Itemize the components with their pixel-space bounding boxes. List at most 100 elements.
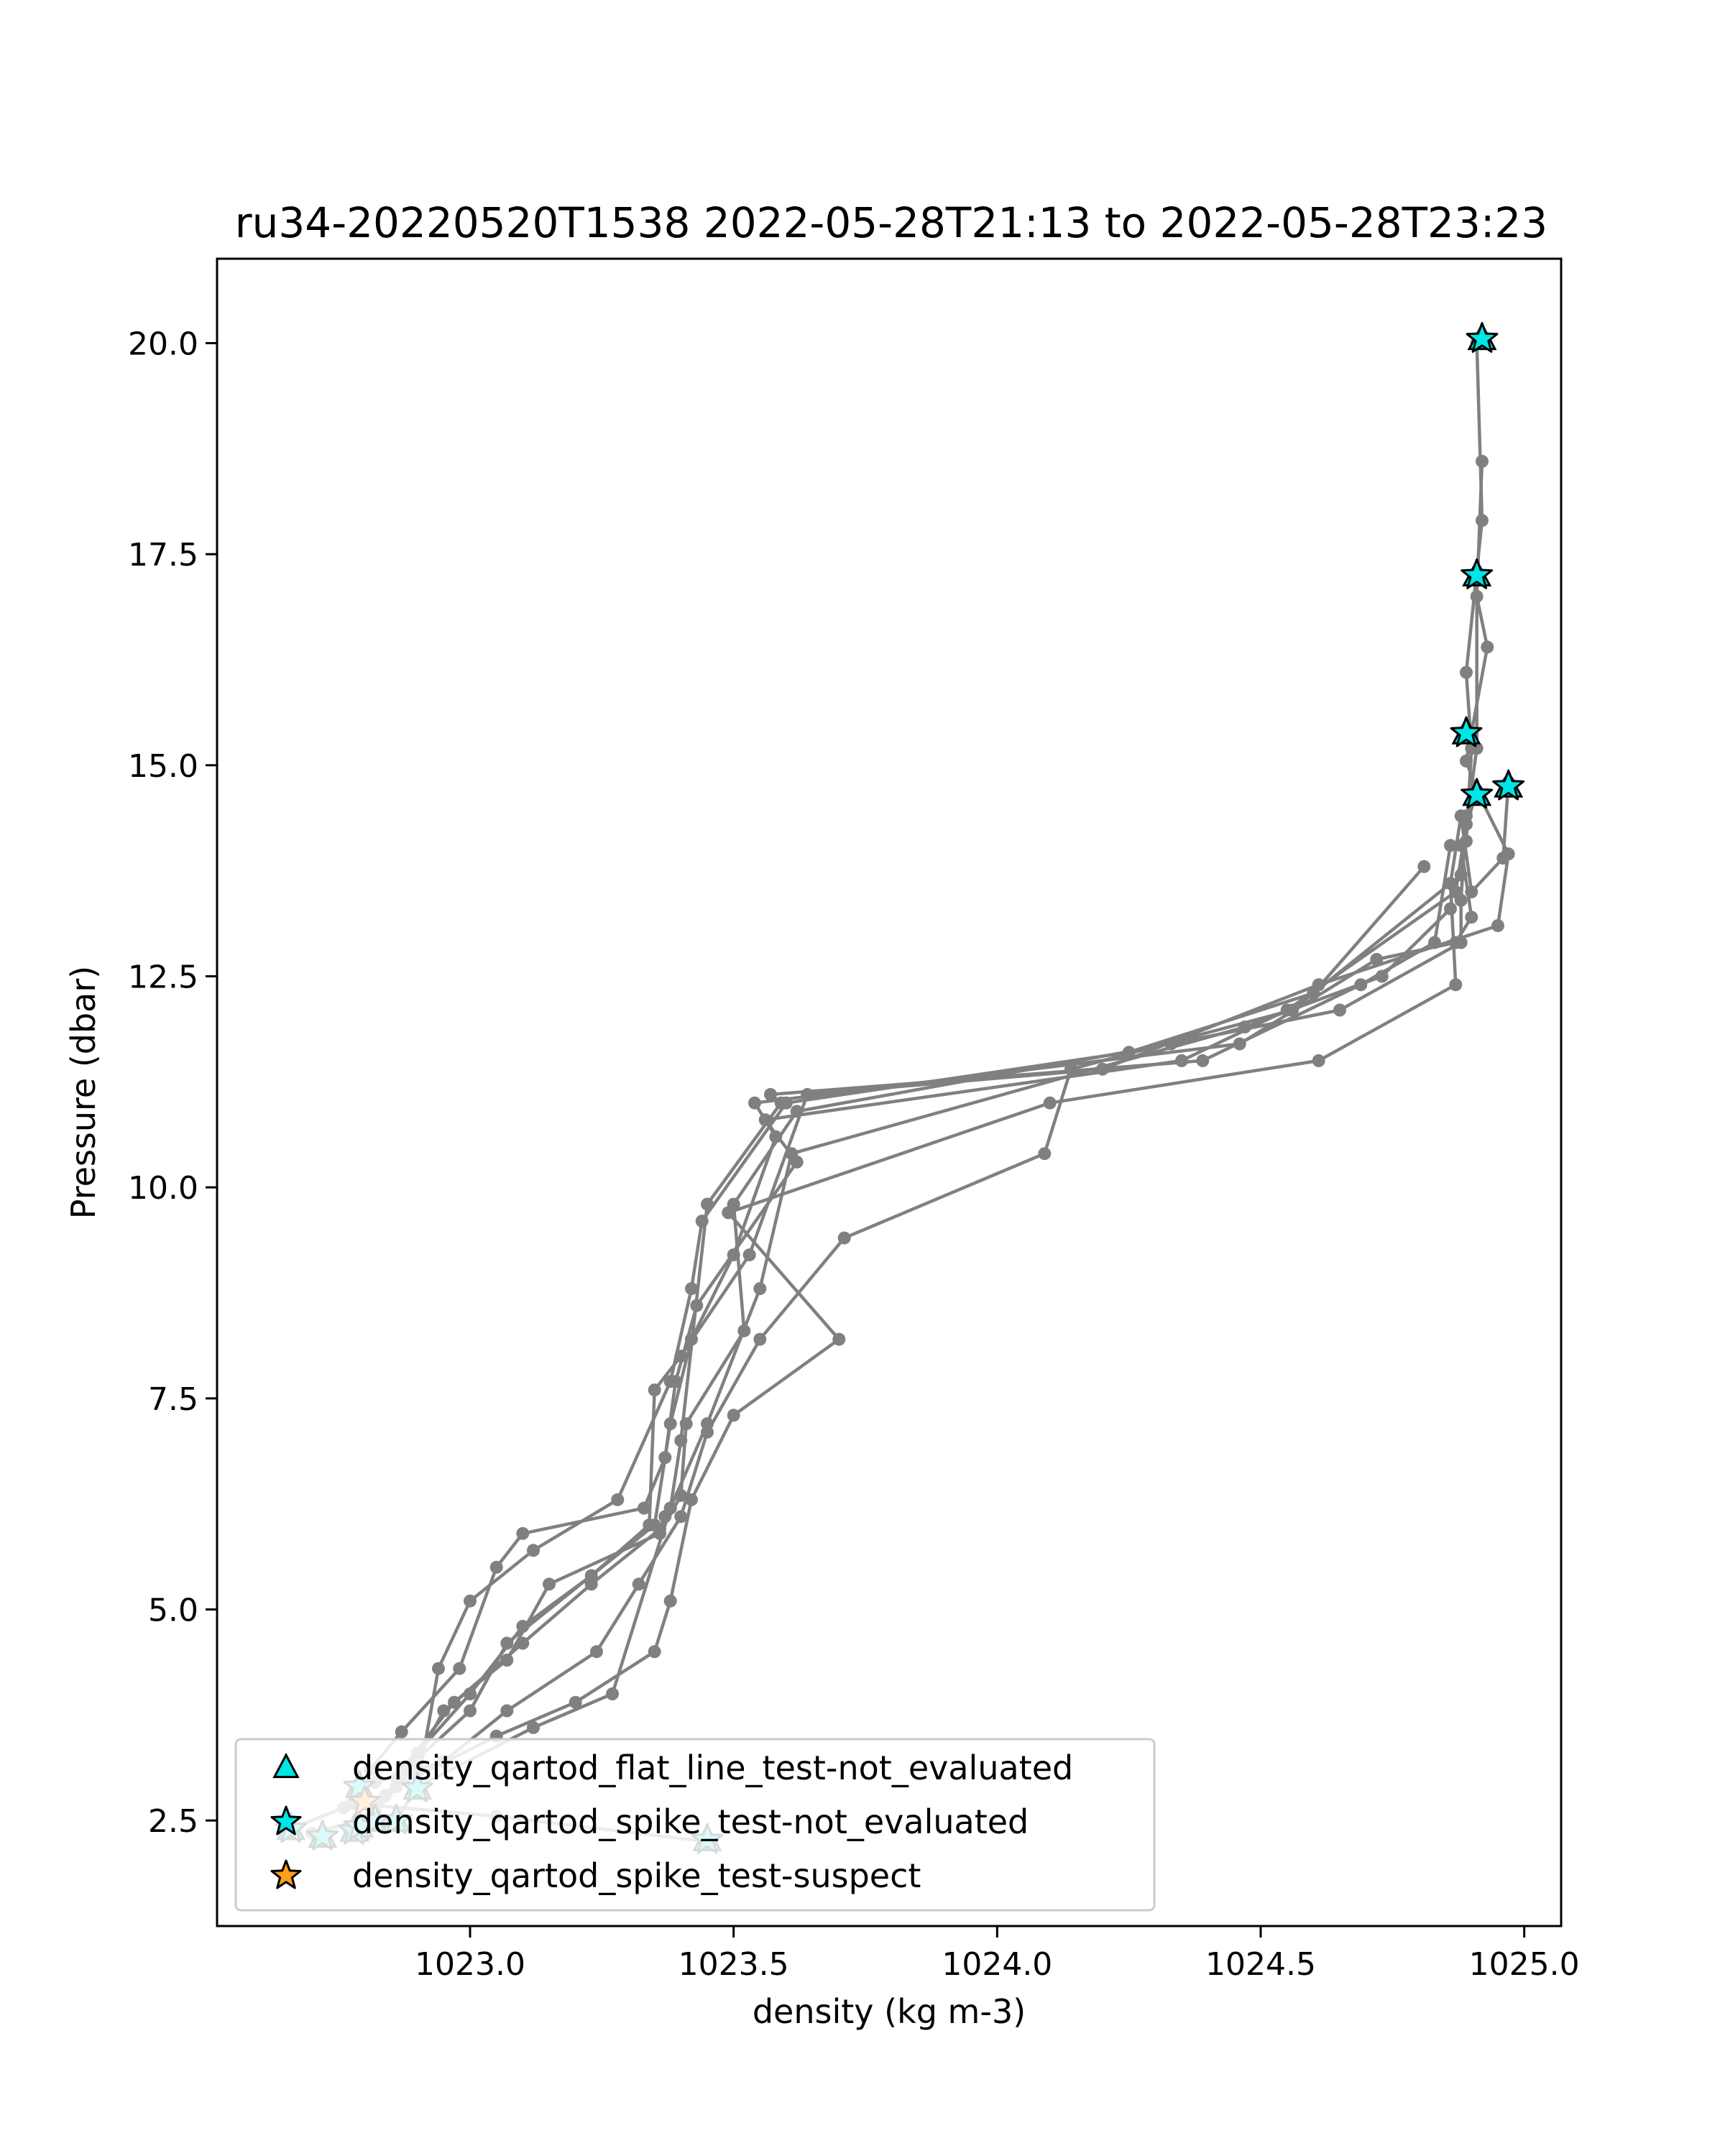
data-point — [543, 1577, 556, 1591]
data-point — [1496, 852, 1510, 865]
data-point — [780, 1096, 793, 1110]
spike-not-evaluated-marker — [1460, 558, 1494, 589]
data-point — [663, 1501, 677, 1515]
data-point — [500, 1704, 514, 1718]
x-tick-label: 1023.0 — [415, 1946, 525, 1983]
data-point — [432, 1662, 445, 1675]
data-point — [1444, 902, 1457, 916]
profile-series-9 — [410, 860, 1431, 1794]
y-tick-label: 12.5 — [128, 959, 198, 995]
data-point — [753, 1332, 767, 1346]
data-point — [790, 1105, 804, 1118]
data-point — [1196, 1054, 1210, 1067]
data-point — [1043, 1096, 1057, 1110]
x-tick-label: 1023.5 — [678, 1946, 789, 1983]
data-point — [727, 1197, 740, 1211]
data-point — [1333, 1003, 1346, 1017]
profile-series-8 — [390, 839, 1457, 1828]
legend-box — [234, 1738, 1156, 1912]
data-point — [1454, 893, 1468, 907]
data-point — [674, 1434, 688, 1447]
y-tick-label: 7.5 — [148, 1381, 198, 1418]
data-point — [1038, 1147, 1052, 1161]
x-tick-label: 1024.5 — [1205, 1946, 1316, 1983]
profile-line — [415, 865, 1425, 1787]
data-point — [674, 1510, 688, 1524]
data-point — [764, 1087, 777, 1101]
legend-entry-label: density_qartod_spike_test-suspect — [352, 1856, 921, 1895]
data-point — [695, 1215, 709, 1228]
data-point — [685, 1282, 698, 1296]
data-point — [648, 1383, 661, 1397]
legend-entry-label: density_qartod_spike_test-not_evaluated — [352, 1802, 1029, 1841]
data-point — [1470, 589, 1484, 603]
data-point — [1454, 936, 1468, 949]
data-point — [1444, 839, 1457, 852]
data-point — [590, 1645, 603, 1659]
y-tick-label: 15.0 — [128, 748, 198, 785]
spike-not-evaluated-marker — [1450, 716, 1483, 747]
data-point — [1122, 1046, 1136, 1059]
data-point — [753, 1282, 767, 1296]
data-point — [464, 1594, 477, 1608]
data-point — [448, 1695, 461, 1709]
data-point — [748, 1096, 761, 1110]
legend-star-icon — [270, 1859, 302, 1889]
data-point — [1312, 1054, 1325, 1067]
data-point — [837, 1231, 851, 1245]
legend-star-icon — [270, 1805, 302, 1835]
data-point — [1354, 978, 1368, 992]
data-point — [500, 1636, 514, 1650]
data-point — [1460, 809, 1473, 823]
spike-not-evaluated-marker — [1466, 322, 1499, 353]
data-point — [1370, 953, 1384, 966]
y-tick-label: 5.0 — [148, 1592, 198, 1628]
data-point — [1465, 911, 1478, 924]
data-point — [663, 1375, 677, 1388]
data-point — [1476, 514, 1489, 528]
data-point — [489, 1560, 503, 1574]
data-point — [648, 1645, 661, 1659]
data-point — [727, 1409, 740, 1422]
legend-entry-label: density_qartod_flat_line_test-not_evalua… — [352, 1749, 1073, 1787]
data-point — [663, 1417, 677, 1431]
spike-not-evaluated-marker — [1492, 769, 1525, 801]
data-point — [584, 1577, 598, 1591]
x-tick-label: 1025.0 — [1469, 1946, 1580, 1983]
data-point — [1307, 987, 1320, 1000]
data-point — [1417, 860, 1431, 873]
data-point — [1460, 665, 1473, 679]
data-point — [1428, 936, 1441, 949]
y-tick-label: 17.5 — [128, 537, 198, 573]
data-point — [663, 1594, 677, 1608]
x-tick-label: 1024.0 — [942, 1946, 1052, 1983]
spike-not-evaluated-marker — [1460, 778, 1494, 809]
data-point — [569, 1695, 582, 1709]
data-point — [516, 1636, 530, 1650]
data-point — [464, 1704, 477, 1718]
data-point — [1238, 1021, 1251, 1033]
data-point — [685, 1493, 698, 1506]
axes-frame — [216, 257, 1563, 1927]
y-tick-label: 2.5 — [148, 1803, 198, 1840]
data-point — [1460, 754, 1473, 768]
data-point — [453, 1662, 466, 1675]
chart-title: ru34-20220520T1538 2022-05-28T21:13 to 2… — [235, 198, 1547, 247]
data-point — [500, 1654, 514, 1667]
data-point — [611, 1493, 625, 1506]
data-point — [1449, 978, 1463, 992]
data-point — [632, 1577, 645, 1591]
data-point — [606, 1687, 619, 1700]
data-point — [516, 1526, 530, 1540]
data-point — [527, 1720, 540, 1734]
y-tick-label: 20.0 — [128, 326, 198, 362]
y-axis-label: Pressure (dbar) — [64, 966, 103, 1219]
legend-triangle-icon — [272, 1752, 300, 1779]
data-point — [1481, 640, 1494, 654]
data-point — [785, 1147, 799, 1161]
data-point — [395, 1725, 408, 1738]
data-point — [1491, 919, 1504, 932]
data-point — [527, 1544, 540, 1557]
x-axis-label: density (kg m-3) — [753, 1992, 1026, 2031]
